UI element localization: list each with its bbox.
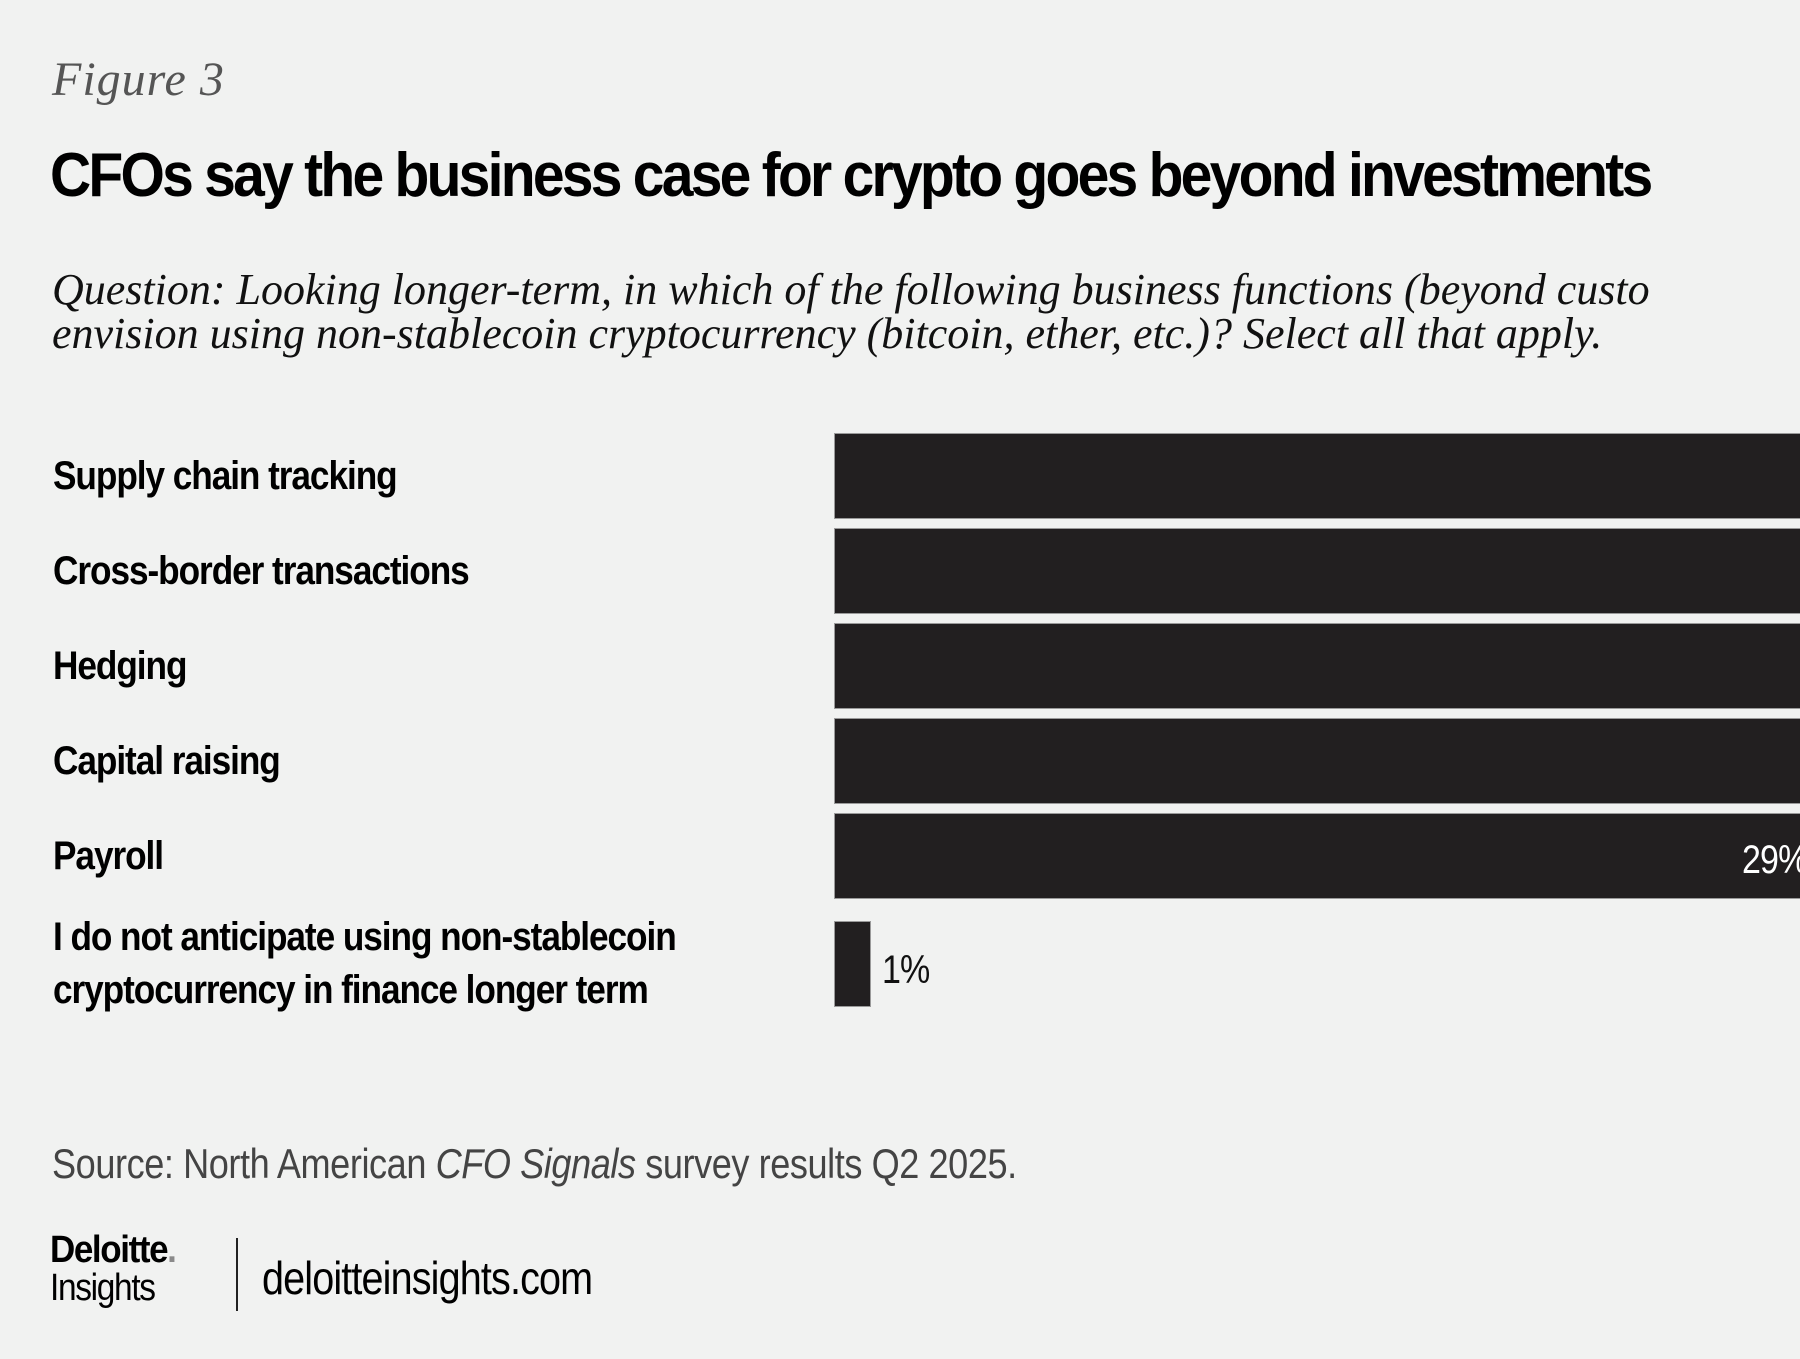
source-prefix: Source: North American bbox=[52, 1140, 436, 1187]
website-link[interactable]: deloitteinsights.com bbox=[262, 1252, 593, 1304]
bar-cross-border bbox=[835, 529, 1800, 613]
row-label-capital-raising: Capital raising bbox=[53, 739, 281, 783]
source-italic: CFO Signals bbox=[435, 1140, 636, 1187]
footer-divider bbox=[236, 1238, 238, 1311]
bar-payroll bbox=[835, 814, 1800, 898]
value-label-payroll: 29% bbox=[1742, 838, 1800, 882]
source-note: Source: North American CFO Signals surve… bbox=[52, 1140, 1017, 1188]
source-suffix: survey results Q2 2025. bbox=[635, 1140, 1017, 1187]
row-label-supply-chain: Supply chain tracking bbox=[53, 454, 398, 498]
row-label-no-anticipate-line-2: cryptocurrency in finance longer term bbox=[53, 968, 649, 1012]
row-label-hedging: Hedging bbox=[53, 644, 187, 688]
bar-supply-chain bbox=[835, 434, 1800, 518]
figure-label: Figure 3 bbox=[52, 53, 225, 106]
row-label-payroll: Payroll bbox=[53, 834, 164, 878]
question-line-1: Question: Looking longer-term, in which … bbox=[52, 265, 1650, 314]
value-label-no-anticipate: 1% bbox=[882, 948, 930, 992]
logo-sub-text: Insights bbox=[50, 1267, 156, 1309]
logo-wordmark: Deloitte. bbox=[50, 1229, 177, 1271]
question-line-2: envision using non-stablecoin cryptocurr… bbox=[52, 309, 1603, 358]
row-label-no-anticipate-line-1: I do not anticipate using non-stablecoin bbox=[53, 915, 677, 959]
bar-capital-raising bbox=[835, 719, 1800, 803]
logo-dot: . bbox=[167, 1229, 177, 1271]
logo-main-text: Deloitte bbox=[50, 1229, 169, 1271]
deloitte-insights-logo: Deloitte. Insights bbox=[50, 1229, 186, 1309]
bar-no-anticipate bbox=[835, 922, 870, 1006]
bar-hedging bbox=[835, 624, 1800, 708]
chart-question: Question: Looking longer-term, in which … bbox=[52, 268, 1650, 356]
chart-title: CFOs say the business case for crypto go… bbox=[50, 141, 1653, 210]
row-label-cross-border: Cross-border transactions bbox=[53, 549, 470, 593]
